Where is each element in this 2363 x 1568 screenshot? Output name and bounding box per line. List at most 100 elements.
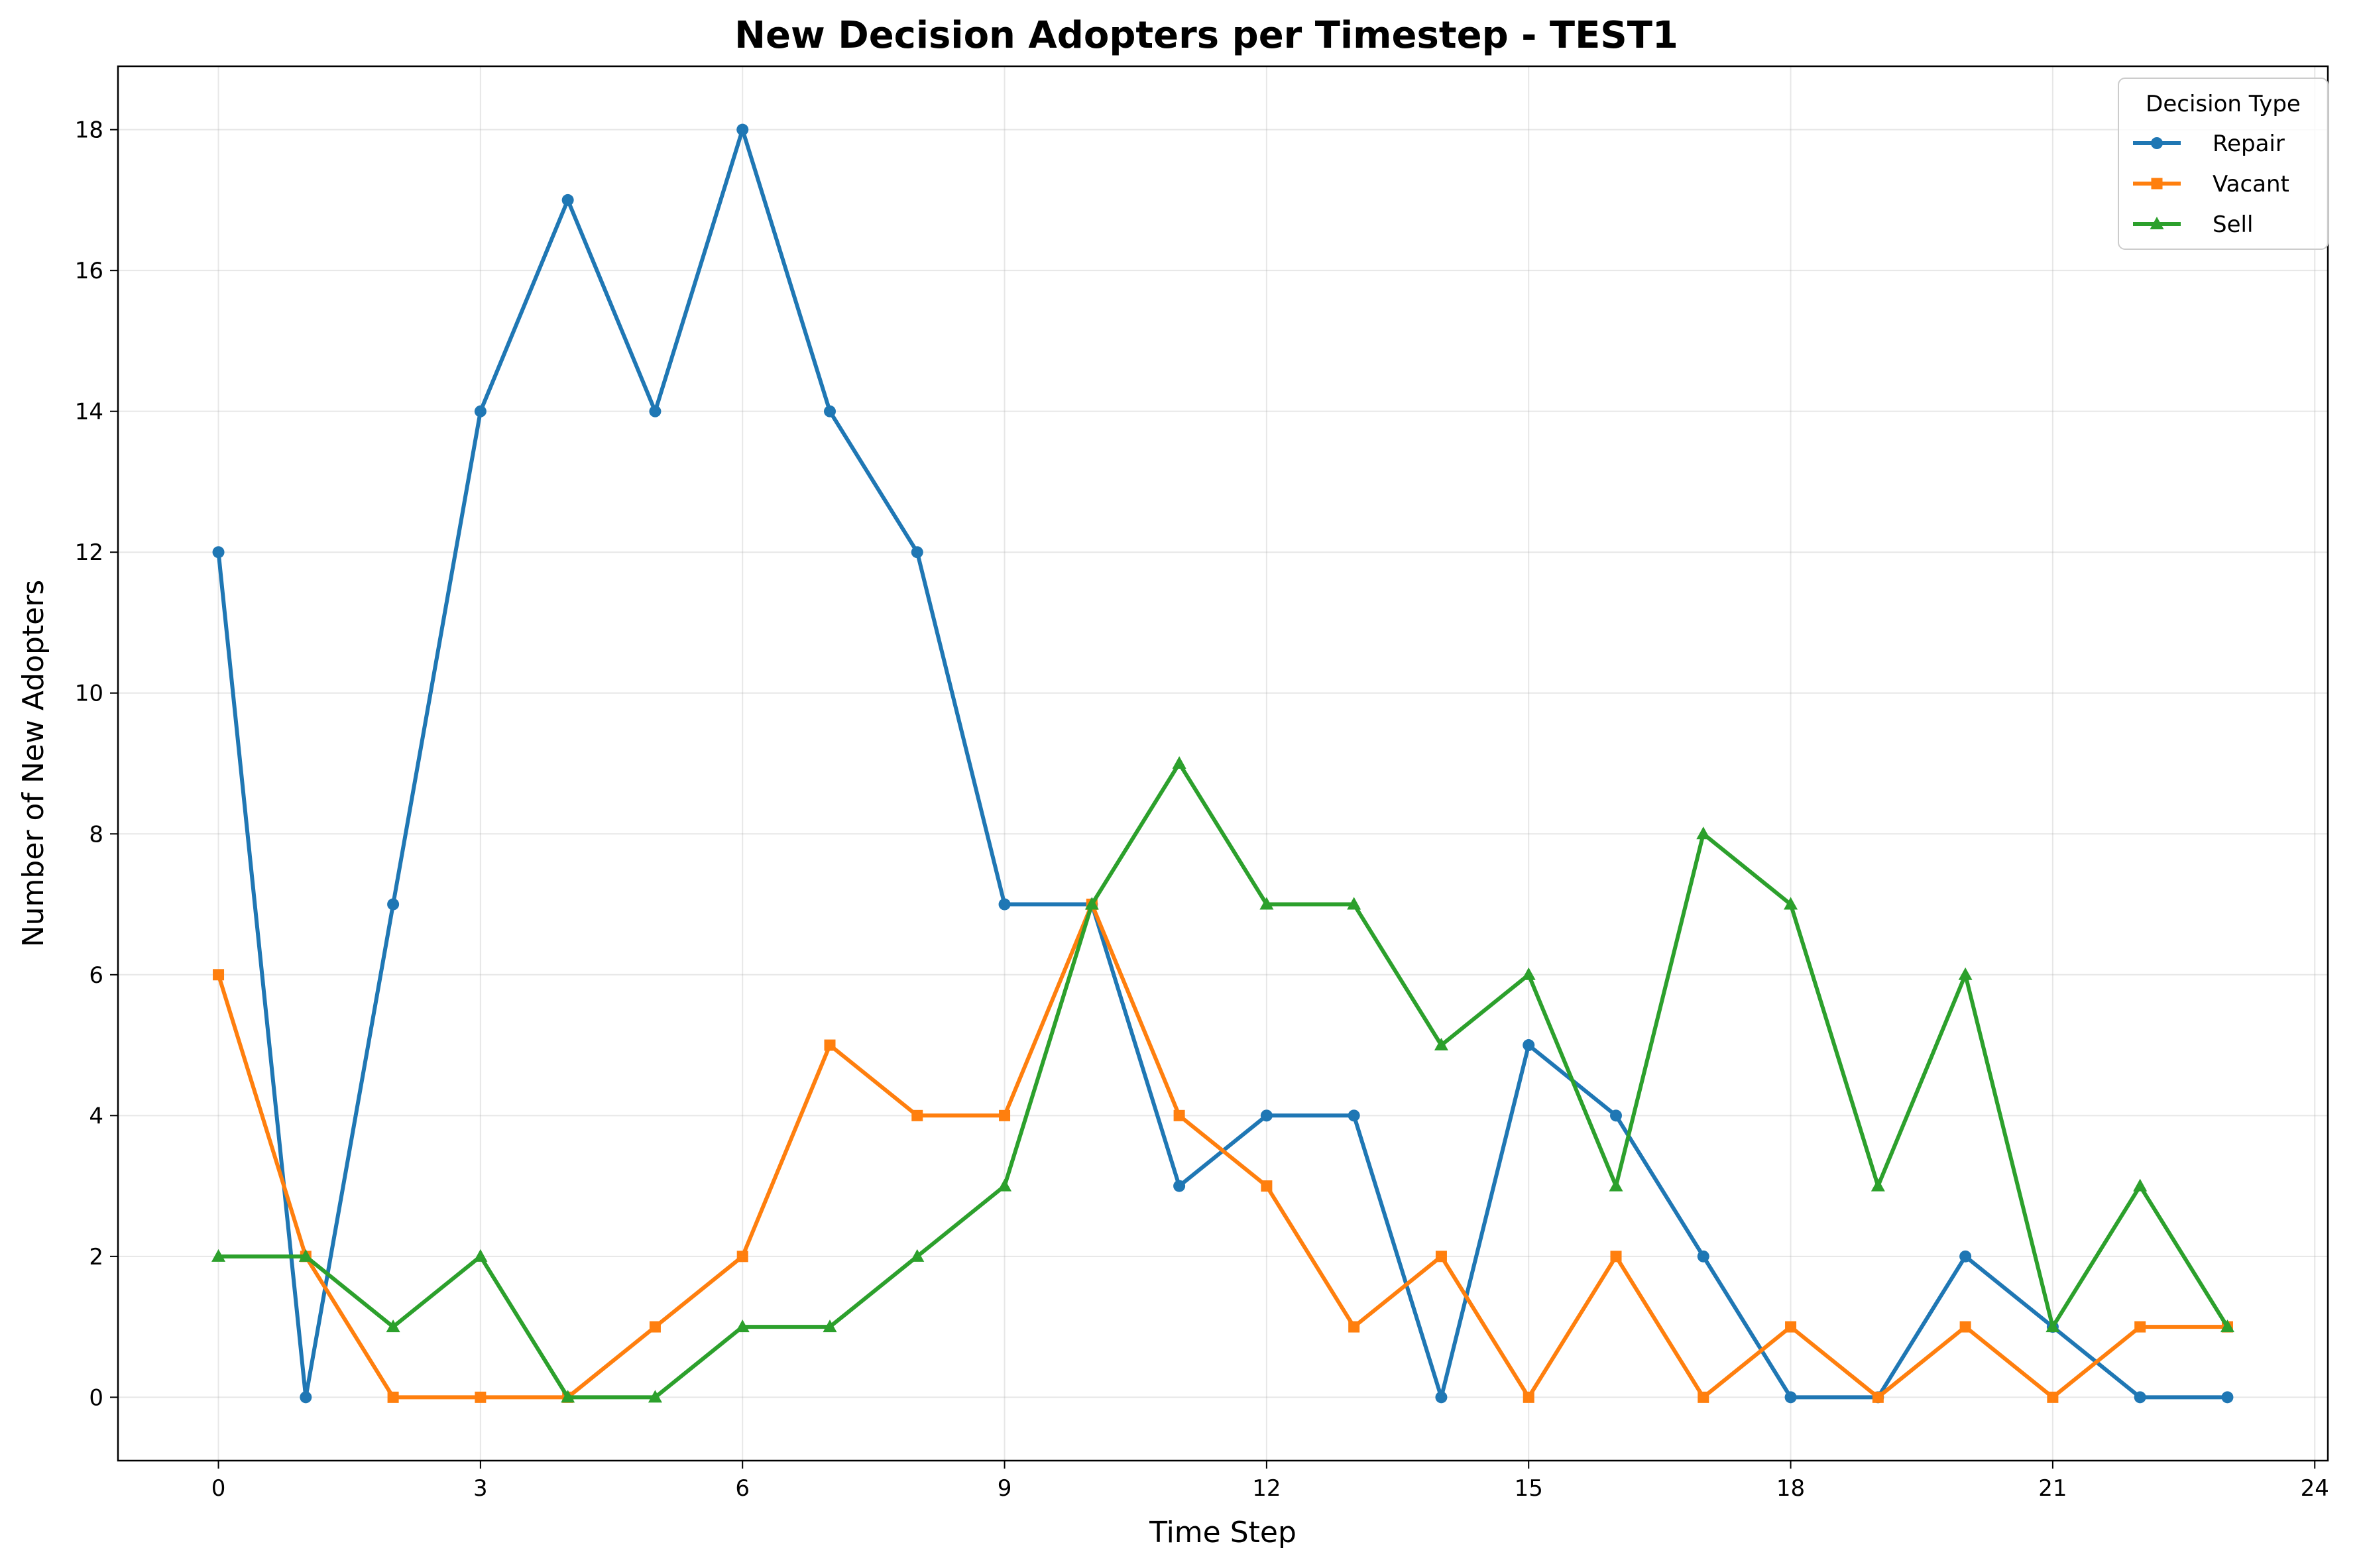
data-point-repair (998, 898, 1011, 911)
legend-title: Decision Type (2146, 91, 2301, 117)
data-point-repair (474, 405, 487, 418)
data-point-repair (212, 546, 225, 559)
data-point-sell (1347, 897, 1361, 910)
x-tick-label: 0 (211, 1475, 226, 1502)
data-point-sell (2133, 1178, 2148, 1192)
data-point-sell (2046, 1319, 2060, 1333)
x-axis-label: Time Step (1149, 1516, 1297, 1549)
data-point-vacant (911, 1109, 923, 1121)
data-point-repair (649, 405, 662, 418)
data-point-repair (1959, 1250, 1972, 1262)
data-point-sell (1609, 1178, 1623, 1192)
data-point-sell (910, 1249, 925, 1262)
data-point-sell (735, 1319, 750, 1333)
x-tick-label: 24 (2301, 1475, 2329, 1502)
data-point-repair (1697, 1250, 1709, 1262)
legend-marker-vacant (2151, 178, 2163, 190)
x-tick-label: 3 (473, 1475, 488, 1502)
data-point-sell (561, 1390, 575, 1403)
data-point-sell (211, 1249, 226, 1262)
data-point-repair (387, 898, 400, 911)
legend-item-vacant: Vacant (2133, 171, 2289, 197)
data-point-sell (473, 1249, 488, 1262)
chart-title: New Decision Adopters per Timestep - TES… (734, 14, 1678, 57)
x-tick-label: 21 (2038, 1475, 2067, 1502)
y-tick-label: 16 (75, 258, 103, 284)
legend-marker-repair (2151, 137, 2163, 149)
data-point-sell (823, 1319, 837, 1333)
legend-item-repair: Repair (2133, 131, 2285, 157)
data-point-repair (1784, 1391, 1797, 1404)
legend-label-sell: Sell (2213, 211, 2253, 238)
data-point-vacant (1610, 1251, 1622, 1262)
legend-items: Repair Vacant Sell (2133, 131, 2289, 238)
data-point-sell (1958, 967, 1973, 980)
data-point-vacant (1348, 1321, 1360, 1333)
y-tick-label: 18 (75, 117, 103, 144)
data-point-repair (2134, 1391, 2146, 1404)
series-line-sell (216, 761, 2230, 1400)
data-point-repair (2221, 1391, 2234, 1404)
data-point-repair (823, 405, 836, 418)
data-point-repair (911, 546, 923, 559)
data-point-repair (736, 123, 749, 136)
data-point-sell (386, 1319, 400, 1333)
legend-marker-sell (2150, 217, 2164, 229)
data-point-vacant (1261, 1180, 1273, 1192)
data-point-repair (561, 194, 574, 206)
legend-box (2118, 78, 2329, 250)
x-tick-label: 15 (1515, 1475, 1543, 1502)
data-point-repair (300, 1391, 312, 1404)
x-tick-label: 12 (1252, 1475, 1281, 1502)
data-point-vacant (1959, 1321, 1971, 1333)
y-tick-label: 8 (89, 821, 103, 848)
data-point-vacant (2134, 1321, 2146, 1333)
data-point-sell (1784, 897, 1798, 910)
data-point-sell (1172, 756, 1186, 769)
data-point-repair (1260, 1109, 1273, 1122)
data-point-repair (1173, 1180, 1186, 1192)
data-point-vacant (1523, 1391, 1534, 1403)
y-tick-label: 0 (89, 1384, 103, 1411)
series-vacant (213, 899, 2233, 1403)
plot-frame (117, 65, 2329, 1462)
data-point-vacant (999, 1109, 1011, 1121)
data-point-vacant (1698, 1391, 1709, 1403)
y-axis-label: Number of New Adopters (17, 580, 50, 948)
data-point-repair (1523, 1039, 1535, 1052)
legend-label-vacant: Vacant (2213, 171, 2289, 197)
y-tick-label: 6 (89, 962, 103, 989)
y-tick-label: 14 (75, 399, 103, 425)
data-point-vacant (1173, 1109, 1185, 1121)
data-point-vacant (736, 1251, 748, 1262)
y-tick-label: 2 (89, 1244, 103, 1270)
data-point-sell (1084, 897, 1099, 910)
data-point-vacant (387, 1391, 399, 1403)
data-point-vacant (475, 1391, 487, 1403)
x-tick-label: 18 (1776, 1475, 1805, 1502)
data-point-sell (2220, 1319, 2234, 1333)
data-point-sell (1434, 1038, 1448, 1051)
data-point-vacant (649, 1321, 661, 1333)
data-point-sell (1521, 967, 1536, 980)
data-point-sell (998, 1178, 1012, 1192)
y-tick-label: 10 (75, 681, 103, 707)
data-point-vacant (2047, 1391, 2059, 1403)
data-point-vacant (213, 969, 225, 981)
data-point-repair (1435, 1391, 1448, 1404)
data-point-sell (1871, 1178, 1885, 1192)
series-line-vacant (216, 902, 2230, 1400)
y-tick-label: 12 (75, 539, 103, 566)
series-group (211, 123, 2234, 1404)
series-sell (211, 756, 2234, 1403)
data-point-repair (1610, 1109, 1623, 1122)
x-tick-label: 9 (998, 1475, 1012, 1502)
data-point-vacant (1872, 1391, 1884, 1403)
legend-label-repair: Repair (2213, 131, 2285, 157)
y-tick-label: 4 (89, 1103, 103, 1129)
data-point-vacant (1785, 1321, 1797, 1333)
data-point-sell (1259, 897, 1274, 910)
